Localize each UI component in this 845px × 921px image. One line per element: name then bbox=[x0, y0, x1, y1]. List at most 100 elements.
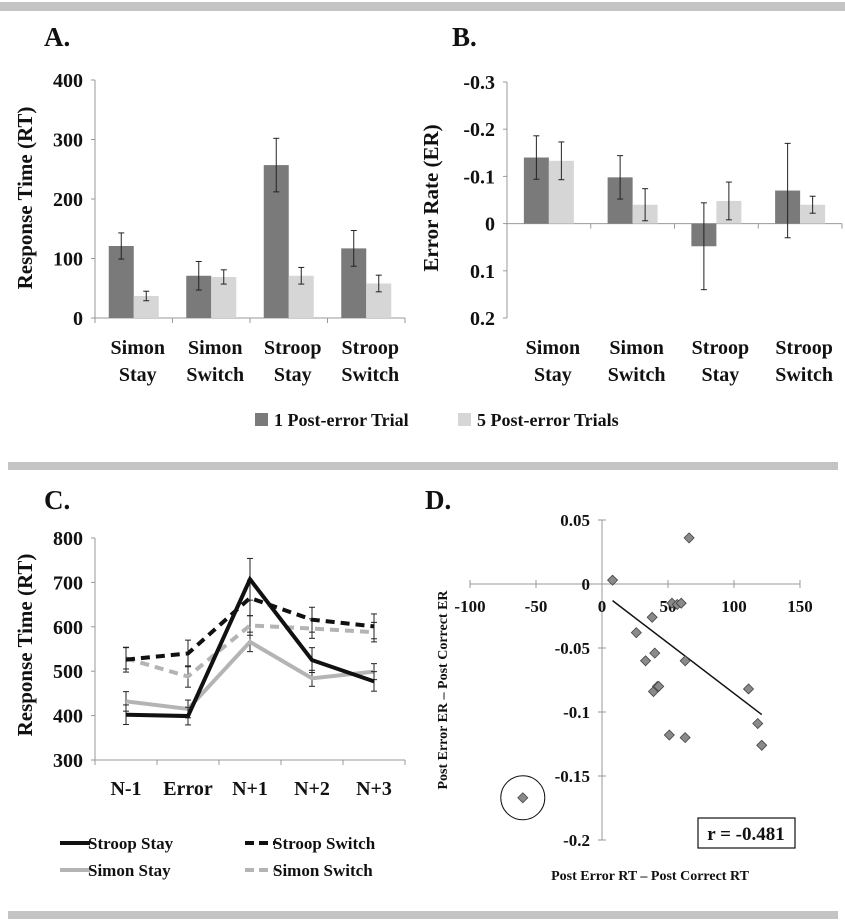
panel-d-points bbox=[500, 532, 768, 821]
y-tick-label: 300 bbox=[53, 130, 83, 152]
data-point bbox=[752, 717, 764, 730]
panel-b-label: B. bbox=[452, 22, 477, 52]
y-tick-label: 400 bbox=[53, 70, 83, 92]
legend-label: Stroop Switch bbox=[273, 834, 376, 853]
y-tick-label: 700 bbox=[53, 572, 83, 594]
data-point bbox=[675, 597, 687, 609]
x-tick-label: N+3 bbox=[356, 778, 392, 800]
middle-rule bbox=[8, 462, 838, 470]
category-label-line2: Stay bbox=[534, 364, 572, 386]
series-line-stroop-switch bbox=[125, 595, 375, 662]
data-point bbox=[639, 655, 652, 667]
category-label-line1: Simon bbox=[609, 337, 663, 359]
x-tick-label: 150 bbox=[787, 597, 813, 616]
category-label-line1: Simon bbox=[526, 337, 580, 359]
category-label-line2: Switch bbox=[341, 364, 399, 386]
category-label-line2: Switch bbox=[775, 364, 833, 386]
y-tick-label: -0.1 bbox=[463, 166, 495, 188]
bar-light bbox=[800, 204, 826, 224]
data-point bbox=[663, 729, 675, 741]
bar-legend: 1 Post-error Trial 5 Post-error Trials bbox=[255, 410, 619, 430]
y-tick-label: 0 bbox=[582, 575, 591, 594]
y-tick-label: 600 bbox=[53, 617, 83, 639]
category-label-line1: Simon bbox=[188, 337, 242, 359]
category-label-line1: Stroop bbox=[264, 337, 321, 359]
y-tick-label: -0.1 bbox=[563, 703, 590, 722]
y-tick-label: 0.05 bbox=[560, 511, 590, 530]
bar-light bbox=[133, 295, 159, 318]
category-label-line2: Switch bbox=[608, 364, 666, 386]
y-tick-label: -0.2 bbox=[463, 119, 495, 141]
top-rule bbox=[0, 2, 845, 11]
data-point bbox=[679, 732, 691, 744]
legend-swatch-5-post-error bbox=[458, 413, 471, 426]
data-point bbox=[756, 739, 768, 751]
panel-a-y-axis-title: Response Time (RT) bbox=[13, 107, 37, 290]
panel-c-axes: 300 400 500 600 700 800 N-1 Error N+1 N+2 N+3 bbox=[53, 528, 406, 800]
y-tick-label: 0 bbox=[485, 214, 495, 236]
y-tick-label: 100 bbox=[53, 249, 83, 271]
category-label-line2: Switch bbox=[186, 364, 244, 386]
bottom-rule bbox=[8, 911, 838, 919]
panel-a-bars bbox=[108, 137, 392, 318]
panel-c-y-axis-title: Response Time (RT) bbox=[13, 554, 37, 737]
panel-b-axes: -0.3 -0.2 -0.1 0 0.1 0.2 bbox=[463, 72, 843, 330]
x-tick-label: N-1 bbox=[110, 778, 141, 800]
y-tick-label: 0 bbox=[73, 308, 83, 330]
y-tick-label: 0.2 bbox=[470, 308, 495, 330]
y-tick-label: -0.05 bbox=[555, 639, 590, 658]
data-point bbox=[679, 655, 691, 667]
x-tick-label: -50 bbox=[525, 597, 548, 616]
legend-label: Stroop Stay bbox=[88, 834, 174, 853]
data-point bbox=[517, 792, 529, 804]
y-tick-label: -0.3 bbox=[463, 72, 495, 94]
data-point bbox=[646, 611, 658, 623]
category-label-line2: Stay bbox=[274, 364, 312, 386]
legend-label: Simon Switch bbox=[273, 861, 373, 880]
correlation-annotation: r = -0.481 bbox=[707, 824, 785, 845]
x-tick-label: -100 bbox=[454, 597, 485, 616]
panel-a: A. Response Time (RT) 0 100 200 300 400 Simo… bbox=[13, 22, 406, 386]
panel-d-label: D. bbox=[425, 485, 451, 515]
panel-d-x-axis-title: Post Error RT – Post Correct RT bbox=[551, 869, 749, 884]
category-label-line1: Simon bbox=[111, 337, 165, 359]
data-point bbox=[649, 647, 661, 659]
panel-c: C. Response Time (RT) 300 400 500 600 700 800… bbox=[13, 485, 406, 880]
y-tick-label: 300 bbox=[53, 750, 83, 772]
category-label-line2: Stay bbox=[701, 364, 739, 386]
category-label-line1: Stroop bbox=[342, 337, 399, 359]
y-tick-label: 500 bbox=[53, 661, 83, 683]
panel-d: D. Post Error ER – Post Correct ER Post … bbox=[425, 485, 813, 884]
y-tick-label: -0.2 bbox=[563, 831, 590, 850]
panel-a-category-labels: Simon Stay Simon Switch Stroop Stay Stroop Swit… bbox=[111, 337, 400, 386]
x-tick-label: 0 bbox=[598, 597, 607, 616]
category-label-line1: Stroop bbox=[692, 337, 749, 359]
legend-label: Simon Stay bbox=[88, 861, 171, 880]
data-point bbox=[683, 532, 695, 544]
panel-b-y-axis-title: Error Rate (ER) bbox=[419, 124, 443, 271]
y-tick-label: 0.1 bbox=[470, 261, 495, 283]
y-tick-label: 800 bbox=[53, 528, 83, 550]
x-tick-label: N+2 bbox=[294, 778, 330, 800]
y-tick-label: -0.15 bbox=[555, 767, 590, 786]
panel-a-label: A. bbox=[44, 22, 70, 52]
panel-d-y-axis-title: Post Error ER – Post Correct ER bbox=[436, 590, 451, 790]
data-point bbox=[630, 627, 642, 639]
panel-b-bars bbox=[523, 135, 826, 291]
panel-b: B. Error Rate (ER) -0.3 -0.2 -0.1 0 0.1 0.2 S… bbox=[419, 22, 843, 386]
data-point bbox=[653, 680, 665, 692]
series-line-simon-switch bbox=[125, 623, 375, 679]
x-tick-label: Error bbox=[163, 778, 213, 800]
panel-c-label: C. bbox=[44, 485, 70, 515]
series-line-simon-stay bbox=[125, 639, 375, 712]
panel-c-legend: Stroop Stay Stroop Switch Simon Stay Simon … bbox=[60, 834, 376, 880]
x-tick-label: 100 bbox=[721, 597, 747, 616]
data-point bbox=[742, 683, 755, 695]
series-line-stroop-stay bbox=[125, 575, 375, 719]
panel-b-category-labels: Simon Stay Simon Switch Stroop Stay Stroop Swit… bbox=[526, 337, 833, 386]
category-label-line2: Stay bbox=[119, 364, 157, 386]
y-tick-label: 400 bbox=[53, 706, 83, 728]
panel-c-lines bbox=[123, 557, 377, 726]
legend-label-5-post-error: 5 Post-error Trials bbox=[477, 410, 619, 430]
legend-swatch-1-post-error bbox=[255, 413, 268, 426]
